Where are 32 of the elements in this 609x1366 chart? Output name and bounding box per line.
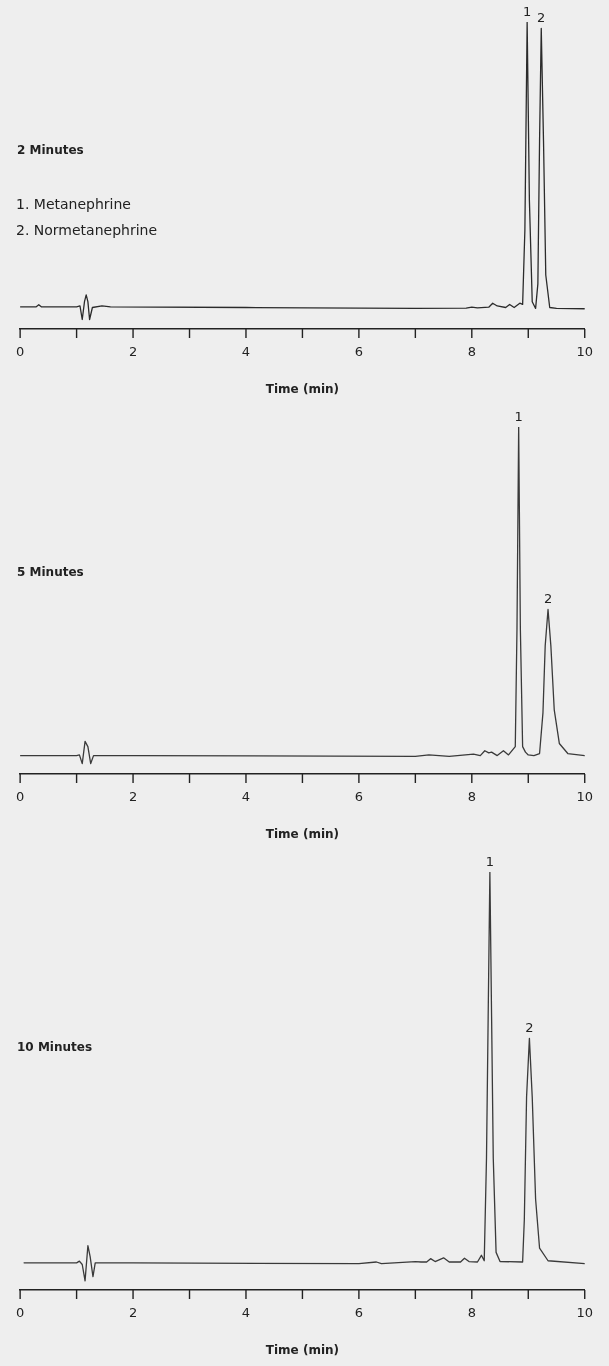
x-tick-label: 8 — [467, 789, 476, 805]
annotation: 1 — [523, 3, 532, 19]
x-axis-title: Time (min) — [265, 381, 340, 396]
annotation: 2. Normetanephrine — [16, 221, 158, 238]
x-tick-label: 4 — [241, 344, 251, 360]
annotation: 2 — [537, 10, 546, 26]
annotation: 1 — [485, 853, 495, 869]
annotation: 2 — [525, 1020, 534, 1036]
annotation: 2 — [543, 591, 553, 607]
text: 5 Minutes — [17, 564, 84, 579]
x-tick-label: 10 — [576, 789, 593, 805]
annotation: 1 — [514, 408, 523, 424]
annotation: 1. Metanephrine — [16, 195, 131, 212]
x-tick-label: 6 — [354, 789, 364, 805]
text: 2 Minutes — [17, 143, 84, 158]
x-tick-label: 8 — [467, 344, 476, 360]
x-tick-label: 6 — [354, 344, 364, 360]
x-axis-title: Time (min) — [265, 826, 340, 841]
x-tick-label: 2 — [128, 1305, 138, 1321]
x-tick-label: 10 — [576, 1305, 593, 1321]
x-tick-label: 2 — [128, 344, 138, 360]
x-tick-label: 8 — [467, 1305, 476, 1321]
x-tick-label: 10 — [576, 344, 593, 360]
x-tick-label: 0 — [15, 344, 25, 360]
x-tick-label: 0 — [15, 1305, 25, 1321]
x-tick-label: 4 — [241, 1305, 251, 1321]
x-tick-label: 0 — [15, 789, 25, 805]
text: 10 Minutes — [17, 1039, 93, 1054]
x-tick-label: 4 — [241, 789, 251, 805]
x-tick-label: 2 — [128, 789, 138, 805]
x-tick-label: 6 — [354, 1305, 364, 1321]
x-axis-title: Time (min) — [265, 1342, 340, 1357]
